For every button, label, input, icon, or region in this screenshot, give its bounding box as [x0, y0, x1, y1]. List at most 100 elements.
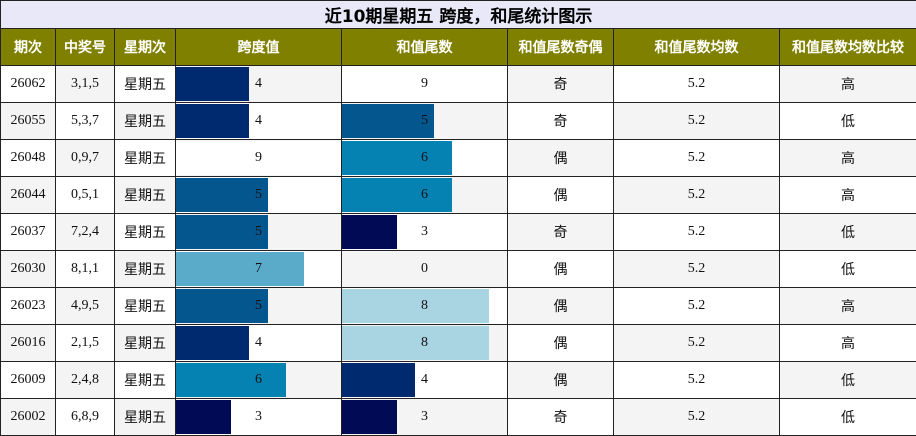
cell: 8,1,1	[55, 250, 115, 288]
cell: 2,4,8	[55, 361, 115, 399]
cell: 26037	[0, 213, 56, 251]
cell: 星期五	[114, 361, 176, 399]
cell: 星期五	[114, 287, 176, 325]
cell: 5.2	[613, 250, 780, 288]
cell-value: 9	[255, 150, 262, 165]
column-header: 跨度值	[175, 28, 342, 66]
cell: 5.2	[613, 213, 780, 251]
cell: 高	[778, 139, 916, 177]
cell: 5,3,7	[55, 102, 115, 140]
cell: 4	[175, 324, 342, 362]
column-header: 中奖号	[55, 28, 115, 66]
data-row: 26037 7,2,4 星期五 5 3 奇 5.2 低	[0, 213, 916, 251]
cell: 6,8,9	[55, 398, 115, 436]
cell: 7,2,4	[55, 213, 115, 251]
cell: 8	[341, 287, 508, 325]
cell: 5.2	[613, 361, 780, 399]
cell-value: 6	[255, 372, 262, 387]
cell: 星期五	[114, 102, 176, 140]
cell: 5	[341, 102, 508, 140]
cell: 6	[341, 139, 508, 177]
cell: 8	[341, 324, 508, 362]
cell: 3	[175, 398, 342, 436]
cell: 高	[778, 287, 916, 325]
cell: 7	[175, 250, 342, 288]
cell: 6	[341, 176, 508, 214]
cell: 低	[778, 213, 916, 251]
cell: 26030	[0, 250, 56, 288]
cell: 0	[341, 250, 508, 288]
data-bar	[342, 289, 489, 323]
data-bar	[342, 67, 507, 101]
data-bar	[176, 104, 250, 138]
data-bar	[176, 67, 250, 101]
cell: 奇	[507, 102, 614, 140]
cell: 5.2	[613, 287, 780, 325]
cell: 26048	[0, 139, 56, 177]
cell: 5.2	[613, 324, 780, 362]
data-bar	[176, 289, 268, 323]
cell: 奇	[507, 65, 614, 103]
cell-value: 3	[255, 409, 262, 424]
cell-value: 5	[421, 113, 428, 128]
column-header: 期次	[0, 28, 56, 66]
cell: 4	[175, 102, 342, 140]
cell: 偶	[507, 139, 614, 177]
cell: 26009	[0, 361, 56, 399]
data-bar	[176, 400, 231, 434]
cell-value: 3	[421, 224, 428, 239]
cell: 高	[778, 65, 916, 103]
cell: 4,9,5	[55, 287, 115, 325]
cell-value: 8	[421, 335, 428, 350]
cell-value: 6	[421, 187, 428, 202]
cell: 0,9,7	[55, 139, 115, 177]
cell-value: 5	[255, 224, 262, 239]
data-row: 26062 3,1,5 星期五 4 9 奇 5.2 高	[0, 65, 916, 103]
cell: 高	[778, 324, 916, 362]
cell: 4	[175, 65, 342, 103]
cell: 低	[778, 398, 916, 436]
cell: 低	[778, 102, 916, 140]
cell: 奇	[507, 213, 614, 251]
cell: 星期五	[114, 213, 176, 251]
cell: 5.2	[613, 398, 780, 436]
cell-value: 3	[421, 409, 428, 424]
title-row: 近10期星期五 跨度，和尾统计图示	[0, 0, 916, 29]
data-bar	[342, 178, 452, 212]
cell: 5.2	[613, 102, 780, 140]
data-row: 26002 6,8,9 星期五 3 3 奇 5.2 低	[0, 398, 916, 436]
data-bar	[176, 363, 286, 397]
cell: 4	[341, 361, 508, 399]
cell: 9	[175, 139, 342, 177]
cell: 星期五	[114, 250, 176, 288]
column-header: 和值尾数	[341, 28, 508, 66]
data-row: 26023 4,9,5 星期五 5 8 偶 5.2 高	[0, 287, 916, 325]
data-bar	[342, 400, 397, 434]
data-row: 26030 8,1,1 星期五 7 0 偶 5.2 低	[0, 250, 916, 288]
cell: 星期五	[114, 398, 176, 436]
cell-value: 9	[421, 76, 428, 91]
cell: 26062	[0, 65, 56, 103]
cell-value: 8	[421, 298, 428, 313]
cell: 奇	[507, 398, 614, 436]
data-bar	[342, 363, 416, 397]
cell: 偶	[507, 176, 614, 214]
cell: 2,1,5	[55, 324, 115, 362]
cell-value: 5	[255, 298, 262, 313]
cell: 星期五	[114, 176, 176, 214]
column-header: 和值尾数均数	[613, 28, 780, 66]
cell: 偶	[507, 361, 614, 399]
cell: 偶	[507, 250, 614, 288]
cell: 星期五	[114, 324, 176, 362]
cell-value: 4	[421, 372, 428, 387]
cell: 5.2	[613, 139, 780, 177]
data-row: 26016 2,1,5 星期五 4 8 偶 5.2 高	[0, 324, 916, 362]
cell: 低	[778, 250, 916, 288]
cell: 偶	[507, 287, 614, 325]
cell: 26002	[0, 398, 56, 436]
cell: 5	[175, 213, 342, 251]
cell: 26016	[0, 324, 56, 362]
cell-value: 0	[421, 261, 428, 276]
